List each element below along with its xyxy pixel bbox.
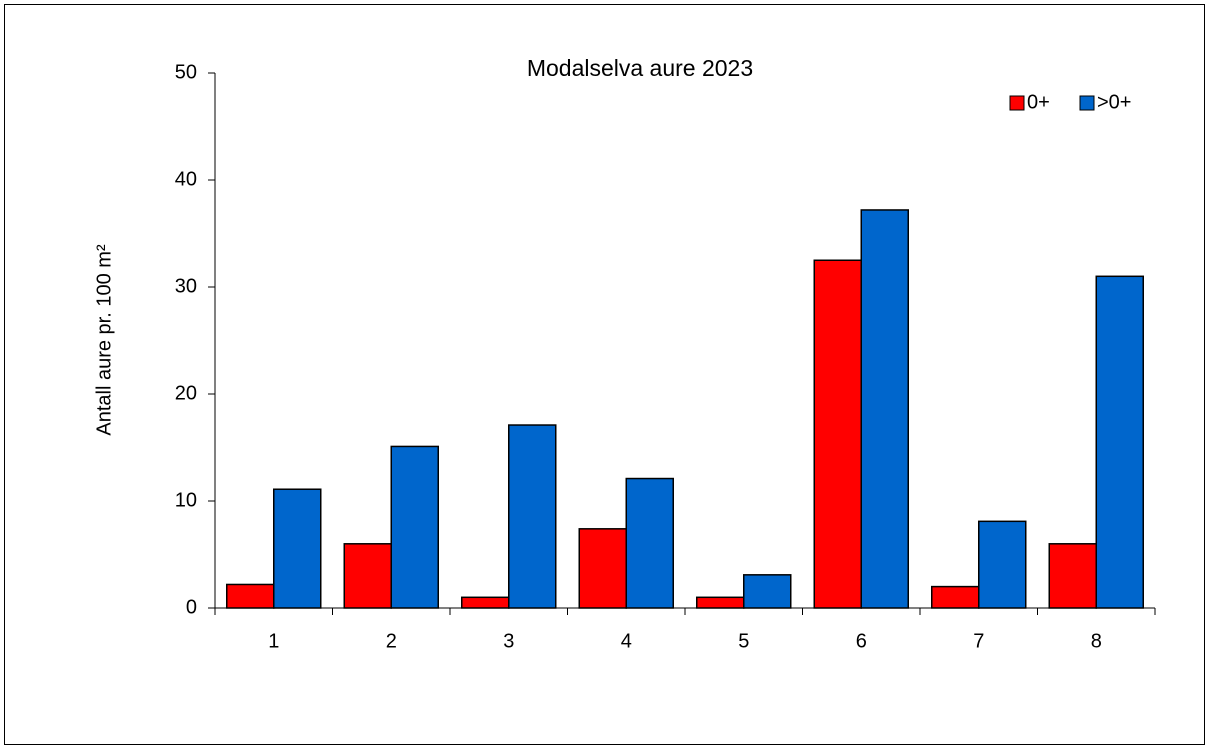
bar (931, 585, 980, 609)
legend-swatch (1009, 95, 1025, 111)
bar (1095, 275, 1144, 609)
x-tick-label: 4 (621, 630, 632, 652)
y-tick-label: 20 (175, 382, 197, 404)
bar (343, 543, 392, 609)
bar (743, 574, 792, 609)
y-tick-label: 40 (175, 168, 197, 190)
legend-swatch (1079, 95, 1095, 111)
chart-border (4, 4, 1205, 745)
x-tick-label: 7 (973, 630, 984, 652)
bar (696, 596, 745, 609)
bar (226, 583, 275, 609)
x-tick-label: 3 (503, 630, 514, 652)
legend-label: >0+ (1097, 91, 1131, 113)
y-tick-label: 0 (186, 596, 197, 618)
bar (813, 259, 862, 609)
x-tick-label: 2 (386, 630, 397, 652)
y-tick-label: 10 (175, 489, 197, 511)
y-axis-label: Antall aure pr. 100 m² (93, 244, 115, 436)
bar (978, 520, 1027, 609)
x-tick-label: 8 (1091, 630, 1102, 652)
y-tick-label: 30 (175, 275, 197, 297)
chart-title: Modalselva aure 2023 (527, 55, 753, 81)
legend-label: 0+ (1027, 91, 1050, 113)
bar (461, 596, 510, 609)
bar (578, 528, 627, 609)
bar (508, 424, 557, 609)
x-tick-label: 1 (268, 630, 279, 652)
y-tick-label: 50 (175, 61, 197, 83)
x-tick-label: 5 (738, 630, 749, 652)
bar (273, 488, 322, 609)
bar (860, 209, 909, 609)
bar (390, 445, 439, 609)
bar (1048, 543, 1097, 609)
x-tick-label: 6 (856, 630, 867, 652)
bar (625, 477, 674, 609)
